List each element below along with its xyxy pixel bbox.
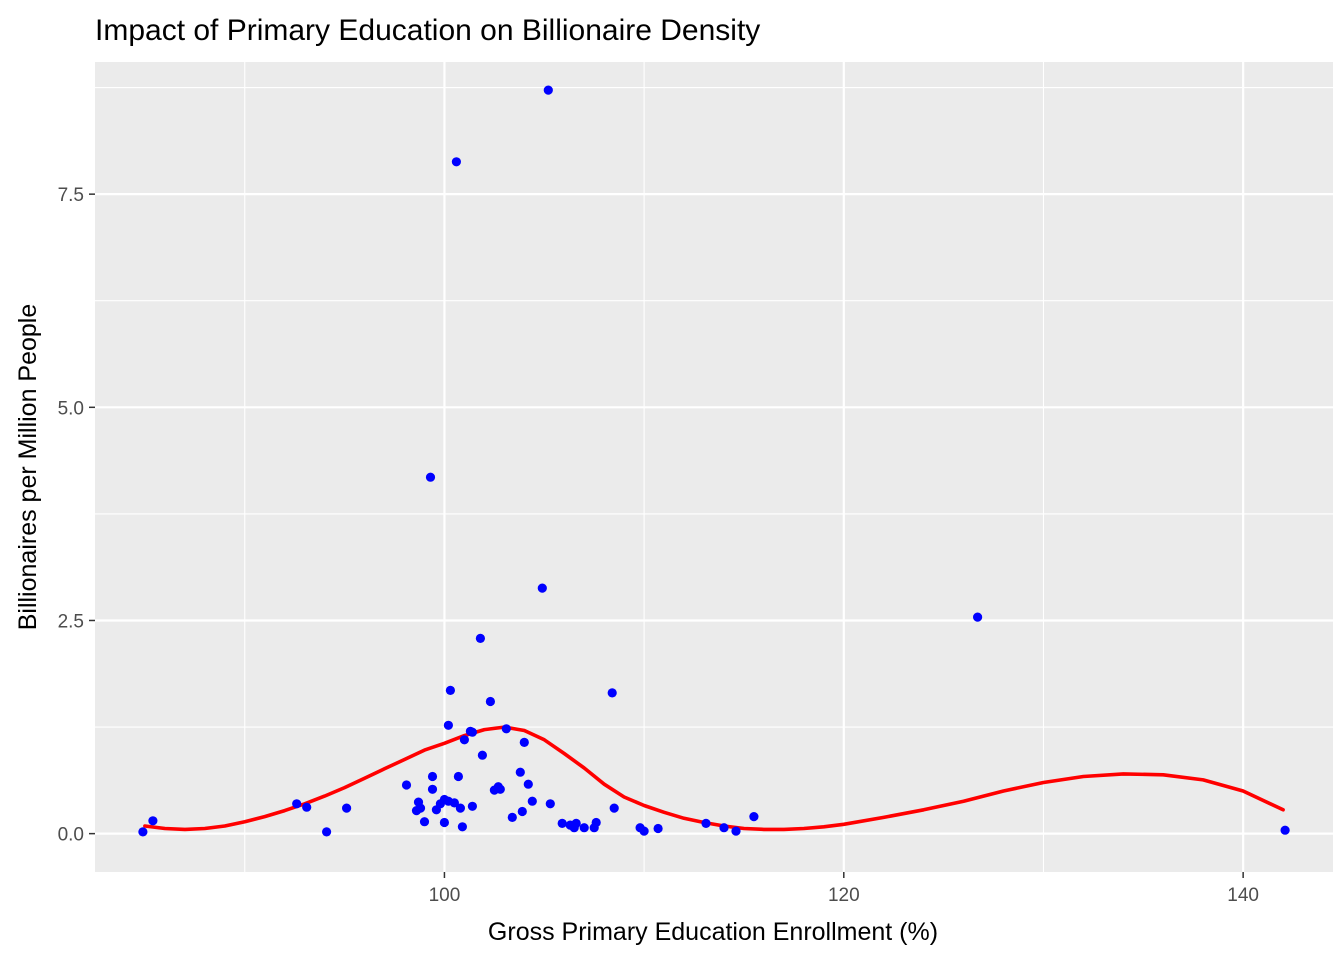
- data-point: [495, 784, 505, 794]
- data-point: [401, 780, 412, 790]
- data-point: [419, 817, 430, 827]
- data-point: [453, 771, 463, 782]
- data-point: [138, 827, 148, 837]
- y-axis-title: Billionaires per Million People: [14, 304, 42, 631]
- y-axis: 0.0 2.5 5.0 7.5: [58, 185, 95, 846]
- x-tick-label: 140: [1227, 885, 1259, 906]
- data-point: [485, 696, 495, 707]
- data-point: [467, 801, 477, 811]
- data-point: [519, 737, 529, 748]
- data-point: [292, 799, 302, 809]
- data-point: [543, 85, 553, 95]
- data-point: [571, 818, 581, 829]
- data-point: [515, 767, 525, 777]
- data-point: [302, 802, 312, 812]
- data-points: [138, 85, 1290, 837]
- data-point: [701, 818, 711, 829]
- data-point: [455, 803, 465, 813]
- data-point: [443, 720, 453, 730]
- data-point: [322, 827, 332, 837]
- data-point: [415, 803, 426, 813]
- data-point: [425, 472, 436, 482]
- major-gridlines: [95, 62, 1333, 872]
- chart-title: Impact of Primary Education on Billionai…: [95, 14, 760, 47]
- data-point: [537, 583, 547, 593]
- data-point: [973, 612, 983, 622]
- data-point: [148, 816, 158, 826]
- data-point: [749, 812, 759, 822]
- data-point: [653, 823, 663, 834]
- data-point: [507, 812, 517, 823]
- data-point: [467, 727, 477, 737]
- data-point: [449, 798, 459, 808]
- x-axis: 100 120 140: [429, 872, 1259, 906]
- data-point: [527, 796, 537, 806]
- data-point: [639, 826, 649, 836]
- data-point: [591, 817, 601, 828]
- minor-gridlines: [95, 62, 1333, 872]
- y-tick-label: 7.5: [58, 185, 84, 206]
- x-tick-label: 120: [828, 885, 860, 906]
- data-point: [517, 806, 527, 817]
- data-point: [545, 799, 555, 809]
- data-point: [523, 779, 533, 789]
- data-point: [579, 823, 589, 833]
- data-point: [607, 688, 617, 698]
- y-tick-label: 5.0: [58, 398, 84, 419]
- data-point: [445, 685, 455, 696]
- data-point: [342, 803, 352, 813]
- y-tick-label: 0.0: [58, 825, 84, 846]
- y-tick-label: 2.5: [58, 611, 84, 632]
- plot-panel: [95, 62, 1333, 872]
- data-point: [1280, 825, 1290, 835]
- data-point: [557, 818, 567, 829]
- x-tick-label: 100: [429, 885, 461, 906]
- data-point: [439, 817, 449, 828]
- data-point: [451, 157, 461, 167]
- data-point: [459, 735, 469, 745]
- data-point: [427, 771, 438, 782]
- data-point: [501, 724, 511, 734]
- data-point: [609, 803, 619, 813]
- data-point: [427, 784, 438, 794]
- data-point: [719, 823, 729, 833]
- data-point: [477, 750, 487, 760]
- data-point: [731, 826, 741, 836]
- x-axis-title: Gross Primary Education Enrollment (%): [488, 918, 938, 946]
- data-point: [475, 633, 485, 644]
- data-point: [457, 822, 467, 832]
